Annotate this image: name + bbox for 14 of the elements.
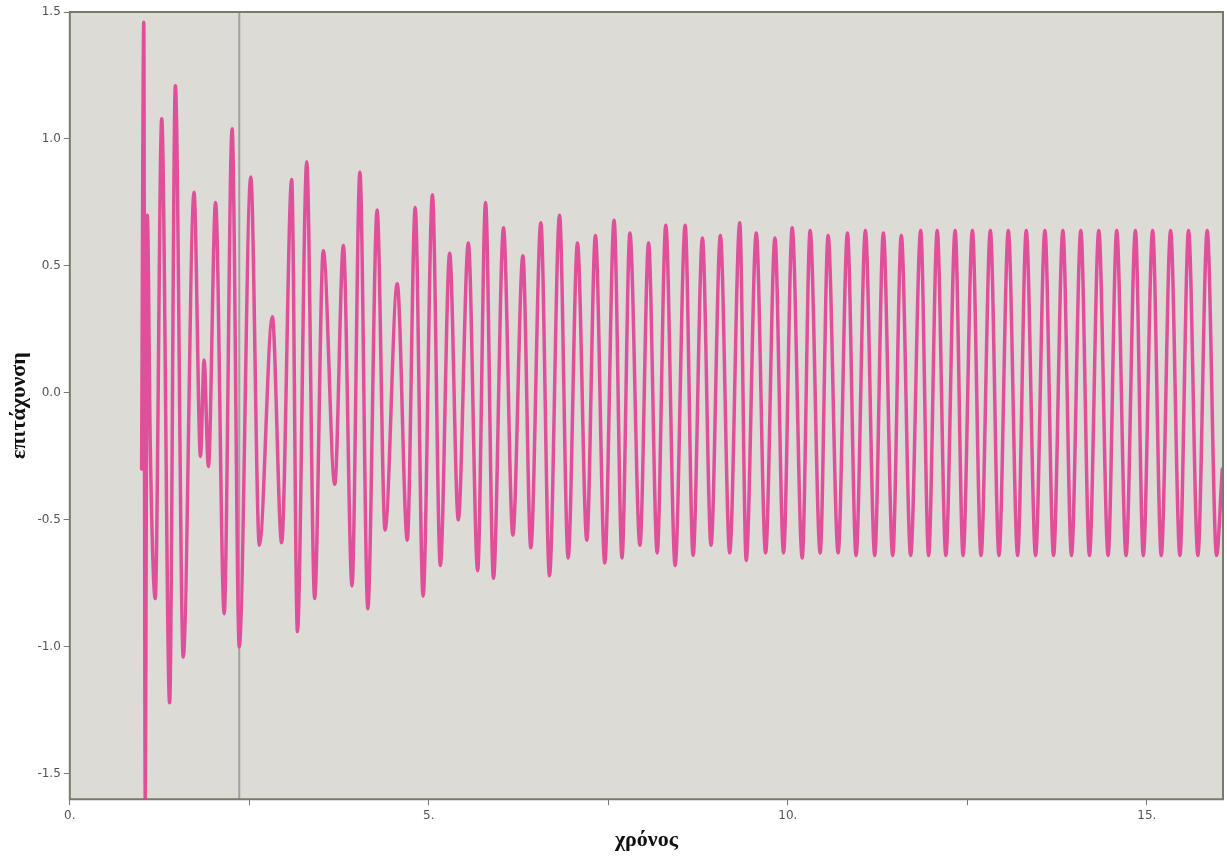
x-axis-title: χρόνος (613, 826, 679, 852)
y-tick-label: -1.5 (37, 765, 61, 780)
y-axis-title: επιτάχυνση (4, 352, 30, 459)
x-tick-label: 15. (1137, 807, 1157, 822)
y-tick-label: 0.0 (41, 385, 61, 400)
line-series (139, 20, 1223, 800)
y-tick-label: -0.5 (37, 512, 61, 526)
x-tick-label: 0. (64, 807, 76, 822)
y-tick-label: 1.0 (41, 131, 61, 146)
y-tick-label: 1.5 (41, 4, 61, 19)
x-tick-label: 5. (423, 807, 435, 822)
x-tick-label: 10. (778, 807, 798, 822)
y-tick-label: -1.0 (37, 638, 61, 653)
y-tick-label: 0.5 (41, 258, 61, 273)
